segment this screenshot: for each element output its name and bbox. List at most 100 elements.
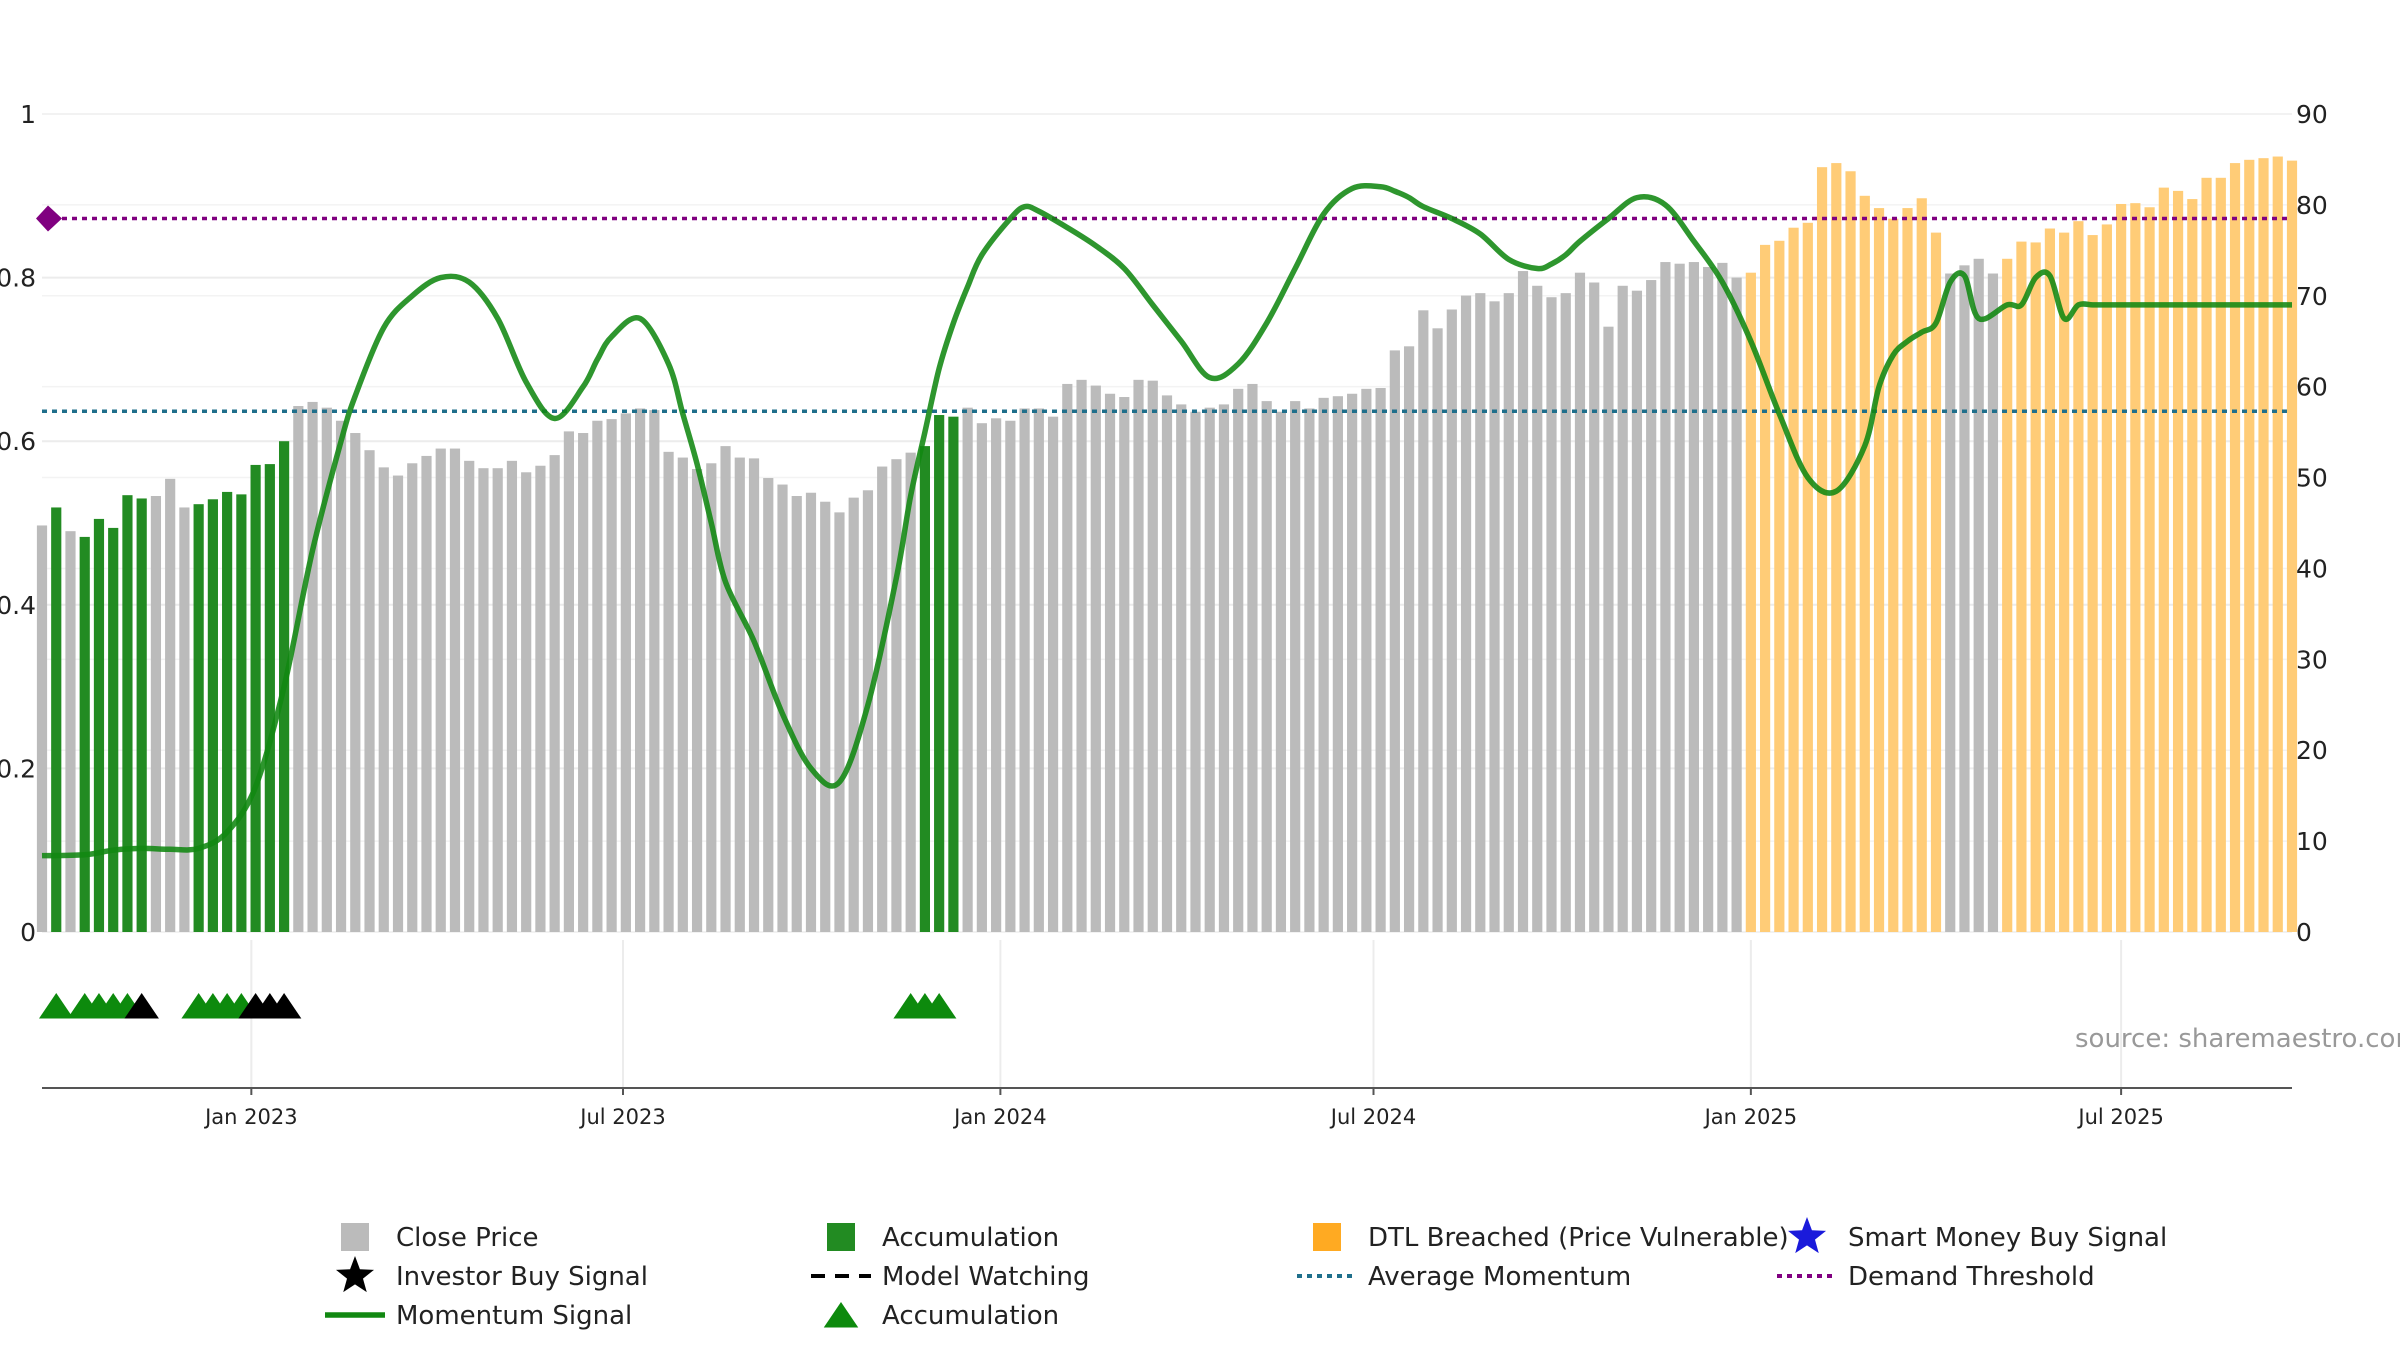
- close-price-bar-116: [1688, 262, 1699, 933]
- close-price-bar-108: [1574, 272, 1586, 932]
- close-price-bar-40: [606, 419, 617, 932]
- close-price-bar-93: [1361, 388, 1372, 932]
- dtl-breached-bar-139: [2016, 241, 2027, 932]
- accumulation-bar-64: [948, 416, 959, 932]
- close-price-bar-39: [592, 420, 603, 932]
- close-price-bar-81: [1190, 411, 1201, 932]
- close-price-bar-79: [1161, 395, 1173, 933]
- accumulation-bar-6: [122, 495, 133, 932]
- accumulation-bar-5: [108, 527, 119, 932]
- close-price-bar-111: [1617, 285, 1628, 932]
- investor-buy-triangle-7: [124, 993, 159, 1019]
- dtl-breached-bar-125: [1816, 167, 1828, 933]
- close-price-bar-89: [1304, 408, 1315, 933]
- dtl-breached-bar-142: [2059, 232, 2070, 933]
- dtl-breached-bar-124: [1802, 222, 1813, 932]
- legend-label-2: DTL Breached (Price Vulnerable): [1368, 1223, 1789, 1253]
- dtl-breached-bar-143: [2073, 221, 2084, 932]
- close-price-bar-77: [1133, 379, 1144, 933]
- close-price-bar-101: [1475, 293, 1486, 933]
- accumulation-bar-62: [919, 446, 931, 932]
- legend-layer: Close Price Accumulation DTL Breached (Pri…: [325, 1217, 2167, 1331]
- legend-item-6: Average Momentum: [1297, 1262, 1631, 1292]
- close-price-bar-25: [392, 475, 404, 932]
- close-price-bar-68: [1005, 420, 1016, 932]
- close-price-bar-75: [1104, 393, 1116, 933]
- accumulation-triangle-63: [921, 993, 957, 1019]
- legend-label-8: Momentum Signal: [396, 1301, 632, 1331]
- close-price-bar-107: [1560, 293, 1571, 933]
- close-price-bar-47: [706, 463, 717, 932]
- dtl-breached-bar-120: [1745, 272, 1756, 932]
- close-price-bar-67: [991, 418, 1002, 932]
- x-tick-label-2: Jan 2024: [952, 1105, 1047, 1129]
- investor-buy-triangle-17: [266, 993, 302, 1019]
- close-price-bar-31: [478, 468, 489, 932]
- close-price-bar-38: [578, 433, 589, 932]
- close-price-bar-114: [1660, 262, 1671, 933]
- legend-label-3: Smart Money Buy Signal: [1848, 1223, 2167, 1253]
- legend-item-3: Smart Money Buy Signal: [1787, 1217, 2167, 1254]
- legend-swatch-dtl-breached: [1313, 1223, 1341, 1251]
- dtl-breached-bar-130: [1888, 218, 1899, 933]
- close-price-bar-55: [820, 501, 831, 932]
- close-price-bar-86: [1261, 401, 1272, 932]
- dtl-breached-bar-133: [1930, 232, 1942, 933]
- close-price-bar-84: [1233, 388, 1244, 932]
- close-price-bar-112: [1631, 290, 1643, 932]
- bars-layer: [36, 156, 2298, 933]
- accumulation-bar-11: [193, 504, 204, 932]
- dtl-breached-bar-146: [2116, 203, 2127, 933]
- close-price-bar-103: [1503, 293, 1514, 933]
- dtl-breached-bar-121: [1760, 244, 1771, 932]
- dtl-breached-bar-127: [1845, 171, 1856, 932]
- dtl-breached-bar-128: [1859, 195, 1870, 933]
- right-tick-label-90: 90: [2296, 100, 2328, 129]
- close-price-bar-43: [649, 410, 660, 933]
- close-price-bar-19: [307, 401, 318, 932]
- dtl-breached-bar-157: [2272, 156, 2283, 932]
- legend-item-0: Close Price: [341, 1223, 539, 1253]
- close-price-bar-136: [1973, 258, 1984, 932]
- accumulation-bar-14: [236, 494, 247, 932]
- x-tick-label-0: Jan 2023: [203, 1105, 298, 1129]
- close-price-bar-74: [1090, 385, 1101, 932]
- dtl-breached-bar-132: [1916, 198, 1927, 932]
- star-icon: [335, 1256, 375, 1293]
- close-price-bar-33: [506, 460, 518, 932]
- close-price-bar-106: [1546, 297, 1557, 932]
- legend-label-1: Accumulation: [882, 1223, 1059, 1253]
- close-price-bar-119: [1731, 277, 1742, 933]
- dtl-breached-bar-150: [2172, 190, 2184, 933]
- close-price-bar-56: [834, 512, 845, 932]
- dtl-breached-bar-131: [1902, 208, 1913, 932]
- dtl-breached-bar-140: [2030, 242, 2041, 932]
- close-price-bar-94: [1375, 388, 1386, 932]
- legend-label-9: Accumulation: [882, 1301, 1059, 1331]
- dtl-breached-bar-149: [2158, 187, 2169, 932]
- dtl-breached-bar-144: [2087, 235, 2098, 933]
- left-tick-label-0.4: 0.4: [0, 591, 36, 620]
- close-price-bar-104: [1517, 271, 1529, 932]
- close-price-bar-27: [421, 455, 432, 932]
- accumulation-bar-15: [250, 464, 261, 932]
- close-price-bar-59: [877, 466, 888, 932]
- right-tick-label-80: 80: [2296, 191, 2328, 220]
- dtl-breached-bar-155: [2244, 159, 2255, 933]
- close-price-bar-26: [407, 463, 418, 932]
- close-price-bar-85: [1247, 383, 1258, 932]
- close-price-bar-100: [1460, 295, 1472, 932]
- close-price-bar-102: [1489, 301, 1500, 932]
- close-price-bar-97: [1418, 310, 1429, 932]
- close-price-bar-41: [620, 413, 631, 932]
- close-price-bar-82: [1204, 407, 1215, 932]
- close-price-bar-28: [435, 448, 446, 932]
- close-price-bar-20: [321, 407, 332, 932]
- close-price-bar-113: [1646, 280, 1657, 933]
- legend-label-5: Model Watching: [882, 1262, 1089, 1292]
- accumulation-bar-3: [79, 536, 90, 932]
- close-price-bar-29: [449, 448, 461, 932]
- right-tick-label-0: 0: [2296, 918, 2312, 947]
- right-tick-label-40: 40: [2296, 554, 2328, 583]
- close-price-bar-35: [535, 465, 546, 932]
